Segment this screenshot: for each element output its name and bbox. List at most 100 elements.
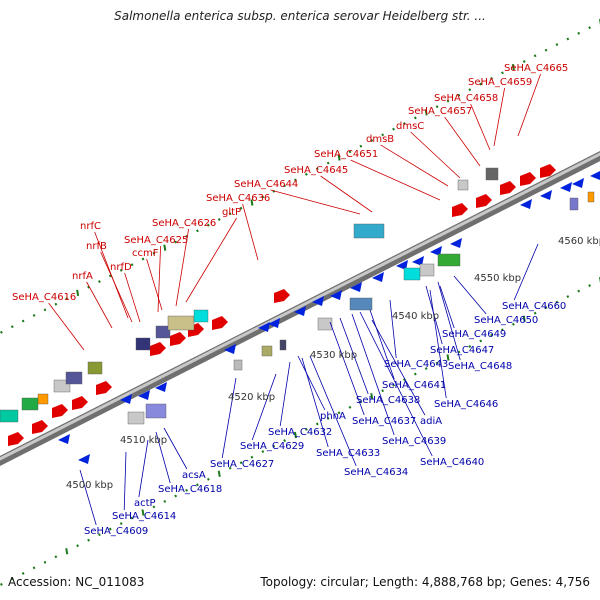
gene-label-upper: SeHA_C4658 [434,93,498,104]
tick-mark [555,43,559,47]
gene-label-lower: SeHA_C4641 [382,380,446,391]
gene-block [349,297,373,311]
gene-arrow-reverse [430,246,442,256]
tick-mark [566,37,570,41]
tick-mark [10,325,14,329]
leader-line [350,159,441,201]
tick-mark [435,105,439,109]
leader-line [301,357,329,448]
tick-mark [555,300,559,304]
tick-mark [424,109,428,116]
tick-mark [217,470,221,477]
leader-line [437,281,461,361]
tick-mark [392,127,395,131]
leader-line [371,319,426,416]
leader-line [309,355,357,467]
gene-label-lower: SeHA_C4639 [382,436,446,447]
tick-mark [370,393,374,400]
tick-mark [65,297,69,300]
leader-line [429,289,447,399]
gene-block [485,167,499,181]
tick-mark [174,240,178,244]
gene-label-lower: phnA [320,411,346,422]
tick-mark [544,306,548,310]
tick-mark [381,133,385,137]
gene-label-upper: SeHA_C4657 [408,106,472,117]
gene-label-upper: nrfB [86,241,107,252]
gene-block [37,393,49,405]
leader-line [242,203,259,261]
gene-arrow-reverse [78,454,90,464]
tick-mark [239,206,243,210]
tick-mark [337,154,341,161]
gene-arrow-reverse [258,322,270,332]
gene-block [21,397,39,411]
gene-block [87,361,103,375]
leader-line [155,431,171,484]
tick-mark [479,339,483,343]
gene-block [317,317,333,331]
tick-mark [87,538,90,542]
tick-mark [163,499,167,503]
tick-mark [490,333,493,337]
gene-label-upper: SeHA_C4645 [284,165,348,176]
kbp-label: 4560 kbp [558,236,600,247]
gene-label-upper: SeHA_C4644 [234,179,298,190]
gene-label-upper: SeHA_C4665 [504,63,568,74]
tick-mark [577,289,581,293]
gene-block [419,263,435,277]
tick-mark [403,378,406,382]
gene-label-upper: SeHA_C4626 [152,218,216,229]
tick-mark [141,509,145,516]
gene-features [0,164,600,464]
genome-backbone [0,151,600,466]
tick-mark [315,422,319,426]
tick-mark [108,527,112,531]
gene-arrow-reverse [412,256,424,266]
tick-mark [479,82,483,86]
leader-line [380,144,449,187]
gene-label-lower: SeHA_C4648 [448,361,512,372]
leader-line [439,285,455,329]
gene-arrow-reverse [120,394,132,404]
tick-mark [359,144,363,148]
tick-mark [304,428,308,431]
gene-label-upper: nrfC [80,221,101,232]
tick-mark [348,405,352,409]
tick-mark [206,477,210,481]
gene-arrow-forward [540,164,556,178]
tick-mark [533,54,537,58]
tick-mark [326,161,330,165]
gene-label-lower: adiA [420,416,442,427]
gene-label-lower: SeHA_C4647 [430,345,494,356]
tick-mark [54,302,58,306]
gene-arrow-forward [500,181,516,195]
tick-mark [87,285,90,289]
gene-label-upper: SeHA_C4625 [124,235,188,246]
tick-mark [76,544,80,548]
leader-line [221,377,237,459]
gene-block [0,409,19,423]
tick-mark [304,172,308,176]
tick-mark [119,522,123,526]
gene-label-lower: SeHA_C4650 [474,315,538,326]
tick-mark [457,350,461,354]
gene-label-lower: SeHA_C4633 [316,448,380,459]
leader-line [389,299,397,359]
gene-arrow-forward [520,172,536,186]
leader-line [270,189,361,215]
leader-line [79,469,97,526]
gene-arrow-forward [274,289,290,303]
gene-arrow-reverse [350,282,362,292]
gene-block [233,359,243,371]
gene-label-lower: SeHA_C4643 [384,359,448,370]
tick-mark [272,444,276,448]
gene-arrow-reverse [155,382,167,392]
tick-mark [413,116,417,120]
tick-mark [588,284,592,287]
gene-label-lower: acsA [182,470,206,481]
tick-mark [522,60,526,63]
